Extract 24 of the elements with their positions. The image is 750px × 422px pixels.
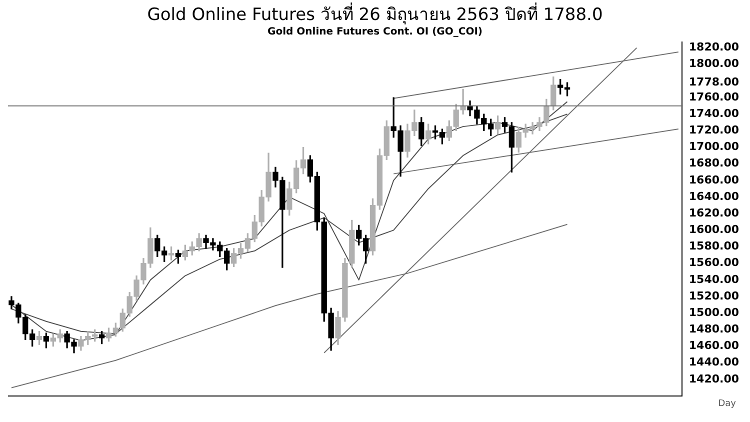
y-tick-label: 1480.00 xyxy=(688,322,740,336)
y-tick-label: 1778.00 xyxy=(688,75,740,88)
y-tick-label: 1420.00 xyxy=(688,372,740,386)
y-tick-label: 1820.00 xyxy=(688,40,740,54)
chart-title: Gold Online Futures วันที่ 26 มิถุนายน 2563 ปิดที่ 1788.0 xyxy=(146,4,604,26)
y-tick-label: 1600.00 xyxy=(688,223,740,236)
y-tick-label: 1800.00 xyxy=(688,57,740,70)
y-tick-label: 1740.00 xyxy=(688,106,740,120)
y-tick-label: 1760.00 xyxy=(688,90,740,104)
y-tick-label: 1580.00 xyxy=(688,240,740,253)
y-tick-label: 1440.00 xyxy=(688,356,740,369)
y-tick-label: 1720.00 xyxy=(688,124,740,137)
y-tick-label: 1700.00 xyxy=(688,140,740,154)
y-tick-label: 1460.00 xyxy=(688,339,740,352)
y-tick-label: 1500.00 xyxy=(688,306,740,319)
y-tick-label: 1680.00 xyxy=(688,156,740,170)
chart-subtitle: Gold Online Futures Cont. OI (GO_COI) xyxy=(267,26,483,38)
y-tick-label: 1520.00 xyxy=(688,289,740,302)
y-tick-label: 1660.00 xyxy=(688,173,740,186)
y-tick-label: 1540.00 xyxy=(688,272,740,286)
text: Day xyxy=(718,398,737,409)
y-tick-label: 1640.00 xyxy=(688,190,740,203)
y-tick-label: 1620.00 xyxy=(688,206,740,220)
y-tick-label: 1560.00 xyxy=(688,256,740,270)
